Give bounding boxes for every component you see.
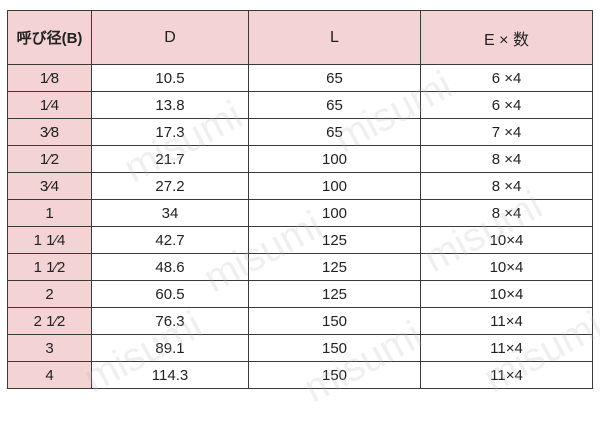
cell-d: 114.3 [91, 361, 249, 389]
cell-nominal-size: 3⁄8 [7, 118, 92, 146]
dimension-table: 呼び径(B) D L E × 数 1⁄8 10.5 65 6 ×4 1⁄4 13.8 65 6… [7, 10, 593, 389]
cell-l: 125 [248, 280, 421, 308]
table-row: 3⁄4 27.2 100 8 ×4 [7, 172, 593, 200]
header-row: 呼び径(B) D L E × 数 [7, 10, 593, 65]
table-row: 2 1⁄2 76.3 150 11×4 [7, 307, 593, 335]
cell-e-count: 7 ×4 [420, 118, 593, 146]
header-nominal-size: 呼び径(B) [7, 10, 92, 65]
cell-e-count: 8 ×4 [420, 172, 593, 200]
cell-e-count: 6 ×4 [420, 91, 593, 119]
cell-d: 48.6 [91, 253, 249, 281]
cell-e-count: 8 ×4 [420, 145, 593, 173]
table-row: 1⁄4 13.8 65 6 ×4 [7, 91, 593, 119]
cell-e-count: 11×4 [420, 307, 593, 335]
cell-e-count: 10×4 [420, 253, 593, 281]
cell-l: 65 [248, 64, 421, 92]
header-l: L [248, 10, 421, 65]
table-row: 1 34 100 8 ×4 [7, 199, 593, 227]
cell-l: 125 [248, 226, 421, 254]
cell-nominal-size: 1⁄2 [7, 145, 92, 173]
table-row: 4 114.3 150 11×4 [7, 361, 593, 389]
cell-d: 13.8 [91, 91, 249, 119]
cell-nominal-size: 2 1⁄2 [7, 307, 92, 335]
cell-nominal-size: 4 [7, 361, 92, 389]
cell-d: 10.5 [91, 64, 249, 92]
cell-d: 34 [91, 199, 249, 227]
cell-e-count: 8 ×4 [420, 199, 593, 227]
cell-l: 100 [248, 199, 421, 227]
cell-e-count: 10×4 [420, 226, 593, 254]
table-row: 1⁄8 10.5 65 6 ×4 [7, 64, 593, 92]
cell-nominal-size: 1⁄4 [7, 91, 92, 119]
table-row: 3 89.1 150 11×4 [7, 334, 593, 362]
cell-e-count: 11×4 [420, 361, 593, 389]
cell-d: 76.3 [91, 307, 249, 335]
cell-l: 100 [248, 172, 421, 200]
cell-d: 17.3 [91, 118, 249, 146]
cell-nominal-size: 1 1⁄2 [7, 253, 92, 281]
table-body: 1⁄8 10.5 65 6 ×4 1⁄4 13.8 65 6 ×4 3⁄8 17.3 65 7 ×4 1… [7, 64, 593, 389]
cell-d: 27.2 [91, 172, 249, 200]
cell-nominal-size: 1⁄8 [7, 64, 92, 92]
cell-l: 150 [248, 307, 421, 335]
table-row: 3⁄8 17.3 65 7 ×4 [7, 118, 593, 146]
cell-l: 150 [248, 334, 421, 362]
cell-nominal-size: 1 [7, 199, 92, 227]
cell-nominal-size: 1 1⁄4 [7, 226, 92, 254]
cell-d: 60.5 [91, 280, 249, 308]
cell-d: 42.7 [91, 226, 249, 254]
cell-e-count: 11×4 [420, 334, 593, 362]
cell-nominal-size: 3⁄4 [7, 172, 92, 200]
cell-d: 21.7 [91, 145, 249, 173]
spec-table-container: 呼び径(B) D L E × 数 1⁄8 10.5 65 6 ×4 1⁄4 13.8 65 6… [7, 10, 593, 415]
cell-nominal-size: 2 [7, 280, 92, 308]
cell-l: 150 [248, 361, 421, 389]
cell-d: 89.1 [91, 334, 249, 362]
cell-e-count: 10×4 [420, 280, 593, 308]
cell-l: 65 [248, 91, 421, 119]
cell-l: 65 [248, 118, 421, 146]
cell-l: 125 [248, 253, 421, 281]
table-row: 2 60.5 125 10×4 [7, 280, 593, 308]
cell-e-count: 6 ×4 [420, 64, 593, 92]
table-row: 1 1⁄2 48.6 125 10×4 [7, 253, 593, 281]
table-row: 1⁄2 21.7 100 8 ×4 [7, 145, 593, 173]
header-d: D [91, 10, 249, 65]
table-row: 1 1⁄4 42.7 125 10×4 [7, 226, 593, 254]
header-e-count: E × 数 [420, 10, 593, 65]
cell-l: 100 [248, 145, 421, 173]
cell-nominal-size: 3 [7, 334, 92, 362]
